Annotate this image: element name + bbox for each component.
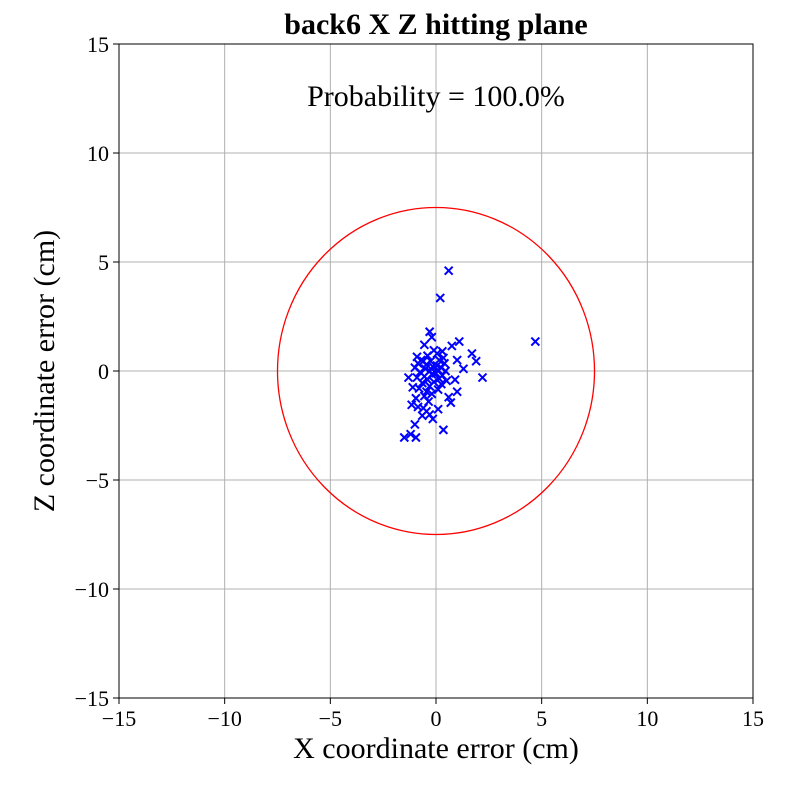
scatter-point: [424, 381, 435, 391]
y-axis-label: Z coordinate error (cm): [28, 230, 61, 512]
scatter-point: [436, 379, 446, 389]
scatter-point: [399, 432, 410, 443]
scatter-point: [411, 432, 421, 443]
x-tick-label: −5: [319, 706, 342, 731]
scatter-point: [417, 410, 427, 421]
scatter-point: [427, 332, 437, 342]
scatter-point: [405, 429, 416, 439]
x-tick-label: −15: [102, 706, 136, 731]
scatter-point: [411, 393, 421, 403]
x-tick-label: −10: [207, 706, 241, 731]
scatter-point: [428, 414, 438, 424]
scatter-point: [413, 402, 423, 412]
scatter-point: [434, 373, 444, 384]
probability-circle-layer: [276, 206, 596, 536]
scatter-point: [433, 404, 443, 414]
scatter-point: [435, 293, 445, 303]
scatter-point: [422, 375, 433, 385]
y-tick-label: −10: [75, 577, 109, 602]
scatter-point: [443, 266, 454, 276]
y-tick-label: −5: [86, 468, 109, 493]
y-tick-label: 15: [87, 32, 109, 57]
scatter-point: [410, 419, 420, 430]
y-tick-label: −15: [75, 686, 109, 711]
scatter-point: [452, 355, 462, 365]
scatter-point: [432, 348, 442, 359]
scatter-point: [441, 376, 452, 386]
y-tick-label: 5: [98, 250, 109, 275]
scatter-point: [446, 397, 456, 408]
scatter-point: [467, 348, 477, 359]
axis-ticks: −15 −10 −5 0 5 10 15 −15 −10 −5 0 5 10 15: [75, 32, 764, 731]
scatter-points: [399, 266, 541, 443]
x-tick-label: 0: [431, 706, 442, 731]
x-tick-label: 10: [636, 706, 658, 731]
scatter-point: [530, 336, 541, 347]
scatter-point: [417, 378, 427, 388]
scatter-point: [450, 375, 460, 385]
x-tick-label: 15: [742, 706, 764, 731]
x-tick-label: 5: [536, 706, 547, 731]
scatter-point: [477, 372, 488, 383]
x-axis-label: X coordinate error (cm): [293, 732, 579, 765]
scatter-point: [447, 341, 457, 351]
scatter-point: [452, 387, 462, 397]
scatter-point: [458, 364, 469, 374]
scatter-point: [406, 400, 417, 410]
probability-annotation: Probability = 100.0%: [307, 80, 565, 113]
y-tick-label: 0: [98, 359, 109, 384]
scatter-point: [403, 372, 414, 383]
y-tick-label: 10: [87, 141, 109, 166]
scatter-point: [424, 327, 435, 337]
scatter-point: [438, 425, 449, 435]
scatter-point: [454, 336, 464, 347]
scatter-point: [427, 389, 437, 399]
scatter-point: [433, 384, 443, 395]
scatter-point: [414, 383, 424, 394]
scatter-point: [471, 356, 481, 366]
probability-circle: [276, 206, 596, 536]
scatter-point: [419, 340, 430, 350]
scatter-point: [443, 392, 454, 402]
chart-title: back6 X Z hitting plane: [284, 8, 587, 41]
